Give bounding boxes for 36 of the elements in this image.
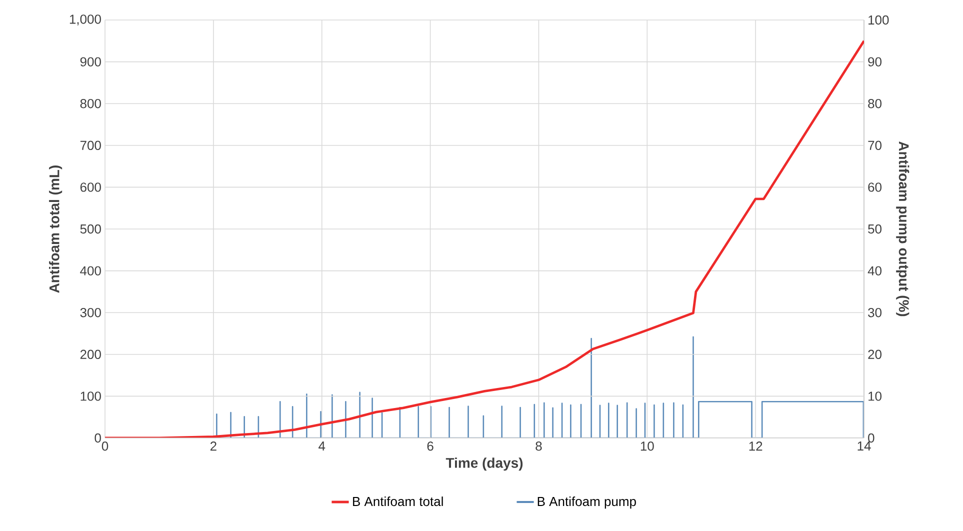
legend-label: B Antifoam pump [538,496,636,509]
x-tick-label: 0 [102,442,108,451]
y2-tick-label: 10 [868,392,882,401]
y2-tick-label: 70 [868,140,882,150]
y2-tick-label: 50 [868,224,882,234]
x-tick-label: 8 [536,442,542,451]
y2-tick-label: 40 [868,266,882,276]
y2-tick-label: 20 [868,350,882,359]
y2-axis-title: Antifoam pump output (%) [896,141,910,316]
y-tick-label: 300 [80,308,101,318]
y-tick-label: 200 [80,350,101,359]
y2-tick-label: 0 [868,433,874,443]
x-tick-label: 12 [749,442,762,451]
y-tick-label: 1,000 [70,14,101,26]
y-tick-label: 800 [80,98,101,108]
y-tick-label: 400 [80,266,101,276]
x-axis-title: Time (days) [446,458,523,471]
y2-tick-label: 60 [868,182,882,192]
y2-tick-label: 90 [868,57,882,66]
x-tick-label: 14 [858,442,871,450]
x-tick-label: 10 [640,442,654,451]
y-axis-title: Antifoam total (mL) [49,166,62,293]
y-tick-label: 0 [94,433,101,443]
y2-tick-label: 80 [868,98,882,108]
x-tick-label: 2 [210,442,216,451]
line-series [105,40,864,438]
y-tick-label: 100 [80,392,101,401]
x-tick-label: 4 [318,442,326,450]
x-tick-label: 6 [427,442,434,451]
y2-tick-label: 100 [868,15,889,25]
y-tick-label: 700 [80,140,101,150]
y-tick-label: 900 [80,57,101,66]
y2-tick-label: 30 [868,308,882,318]
y-tick-label: 600 [80,182,101,192]
legend-label: B Antifoam total [353,496,443,506]
y-tick-label: 500 [80,224,101,234]
